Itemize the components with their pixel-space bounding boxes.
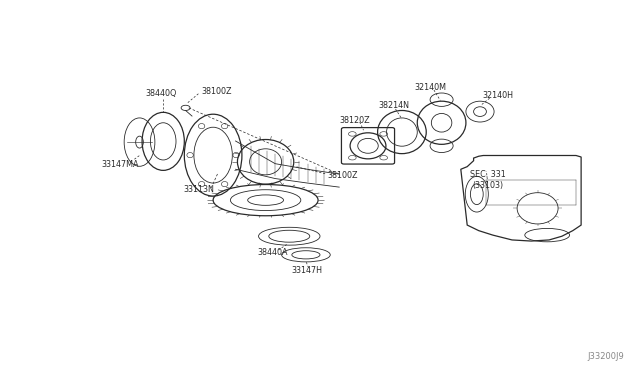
Text: 38100Z: 38100Z — [328, 171, 358, 180]
Text: 32140H: 32140H — [483, 92, 513, 100]
Text: 33147H: 33147H — [292, 266, 323, 275]
Text: 38120Z: 38120Z — [339, 116, 370, 125]
Text: 38100Z: 38100Z — [202, 87, 232, 96]
Text: 38440A: 38440A — [257, 248, 288, 257]
Text: J33200J9: J33200J9 — [588, 352, 624, 361]
Text: 33147MA: 33147MA — [102, 160, 139, 169]
Text: 33113N: 33113N — [183, 185, 214, 194]
Text: SEC. 331
(33103): SEC. 331 (33103) — [470, 170, 506, 190]
Text: 32140M: 32140M — [414, 83, 446, 92]
Text: 38214N: 38214N — [378, 101, 409, 110]
Text: 38440Q: 38440Q — [145, 89, 177, 97]
